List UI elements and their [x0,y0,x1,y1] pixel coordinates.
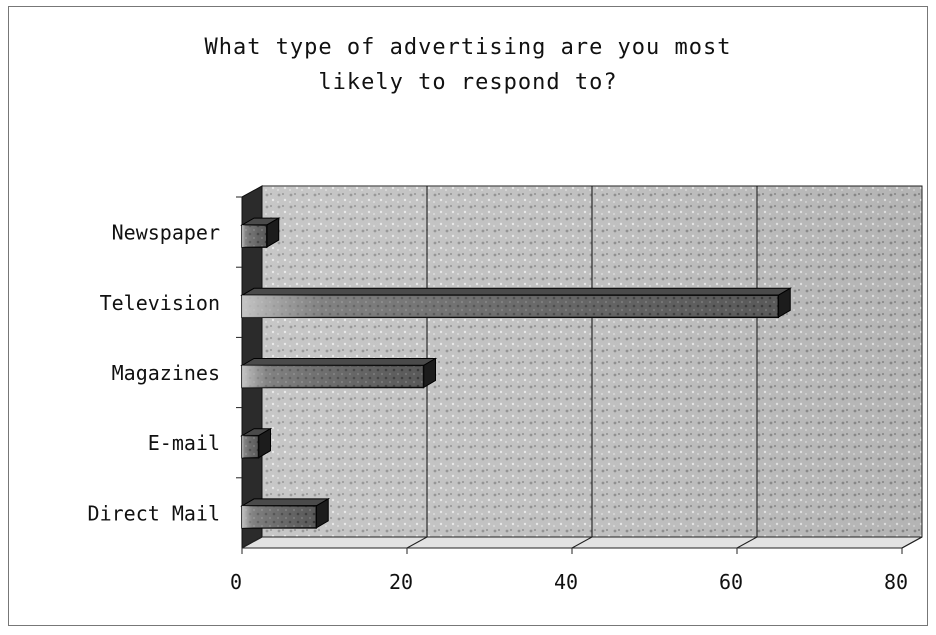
category-label-e-mail: E-mail [148,431,220,455]
bar-newspaper [240,217,281,248]
bar-television [240,287,793,319]
chart-title: What type of advertising are you most li… [204,35,732,95]
x-tick-label-0: 0 [230,570,242,594]
floor-line-60 [736,536,758,549]
category-label-direct-mail: Direct Mail [88,501,220,525]
category-label-magazines: Magazines [112,361,220,385]
x-tick-label-60: 60 [719,570,743,594]
floor-line-20 [406,536,428,549]
bar-magazines [240,357,438,389]
x-tick-label-80: 80 [884,570,908,594]
category-labels: Newspaper Television Magazines E-mail Direct… [88,196,242,525]
x-tick-label-20: 20 [389,570,413,594]
category-label-newspaper: Newspaper [112,221,220,245]
category-label-television: Television [100,291,220,315]
floor-line-40 [571,536,593,549]
bars [240,217,793,529]
floor-line-80 [901,536,923,549]
x-tick-label-40: 40 [554,570,578,594]
x-axis-ticks: 0 20 40 60 80 [230,548,908,594]
bar-e-mail [240,427,273,459]
bar-direct-mail [240,498,331,529]
floor-line-0 [241,536,263,549]
